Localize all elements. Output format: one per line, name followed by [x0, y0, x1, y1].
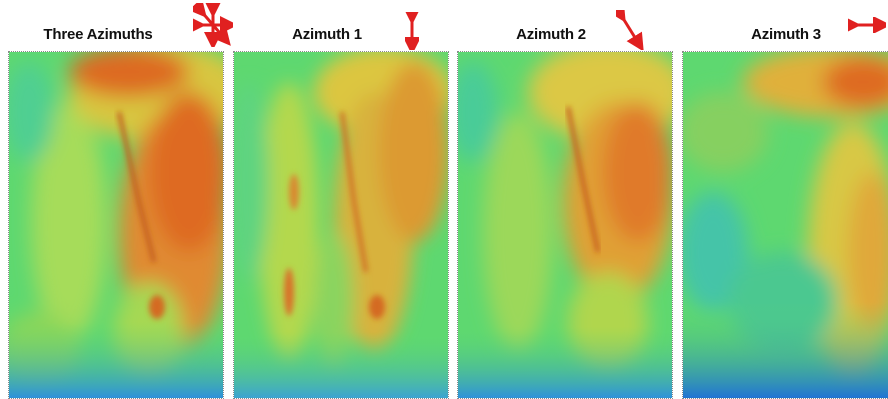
panel-three-azimuths: Three Azimuths	[8, 0, 238, 399]
panel-title: Azimuth 3	[751, 26, 821, 43]
vertical-arrow-icon	[403, 7, 421, 55]
panel-title: Azimuth 2	[516, 26, 586, 43]
panel-title: Three Azimuths	[43, 26, 153, 43]
four-way-arrow-icon	[188, 0, 238, 52]
horizontal-arrow-icon	[843, 16, 888, 38]
panel-azimuth-2: Azimuth 2	[457, 0, 673, 399]
attribute-map	[457, 51, 673, 399]
panel-title: Azimuth 1	[292, 26, 362, 43]
attribute-map	[682, 51, 888, 399]
attribute-map	[233, 51, 449, 399]
diagonal-arrow-icon	[608, 2, 644, 55]
panel-azimuth-1: Azimuth 1	[233, 0, 449, 399]
attribute-map	[8, 51, 224, 399]
panel-azimuth-3: Azimuth 3	[682, 0, 888, 399]
